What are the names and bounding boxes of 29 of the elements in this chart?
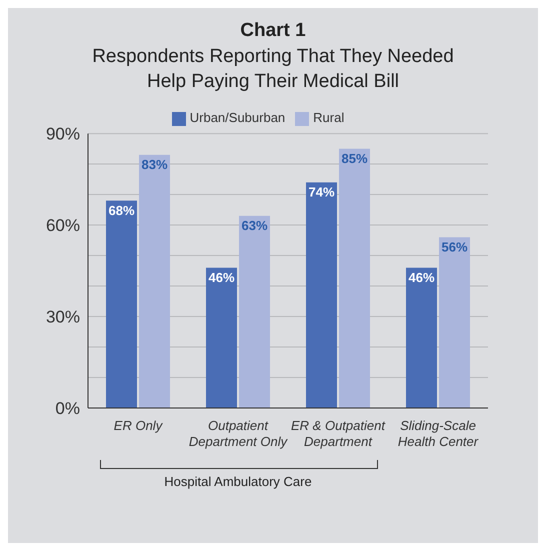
x-tick-label: Sliding-Scale Health Center bbox=[398, 418, 479, 449]
bar bbox=[239, 216, 270, 408]
bar bbox=[339, 148, 370, 408]
bar bbox=[106, 200, 137, 408]
bar bbox=[306, 182, 337, 408]
y-tick-label: 90% bbox=[46, 124, 80, 144]
y-tick-label: 30% bbox=[46, 308, 80, 327]
data-label: 85% bbox=[341, 151, 368, 166]
y-tick-label: 60% bbox=[46, 216, 80, 236]
data-label: 46% bbox=[408, 270, 435, 285]
legend-label: Urban/Suburban bbox=[190, 110, 286, 125]
data-label: 63% bbox=[241, 218, 268, 234]
y-tick-label: 0% bbox=[55, 399, 80, 418]
text: Hospital Ambulatory Care bbox=[163, 474, 313, 489]
x-tick-label: ER & Outpatient Department bbox=[291, 418, 386, 449]
x-tick-label: Outpatient Department Only bbox=[188, 418, 289, 449]
bar bbox=[206, 268, 237, 408]
x-tick-label: ER Only bbox=[114, 418, 164, 433]
chart-subtitle: Respondents Reporting That They Needed Help Paying Their Medical Bill bbox=[91, 45, 455, 94]
data-label: 83% bbox=[141, 157, 168, 172]
chart-title: Chart 1 bbox=[239, 20, 307, 42]
bar bbox=[139, 154, 170, 408]
legend-label: Rural bbox=[313, 110, 344, 125]
bar bbox=[406, 268, 437, 408]
data-label: 74% bbox=[308, 184, 335, 200]
data-label: 68% bbox=[108, 202, 135, 218]
data-label: 46% bbox=[208, 270, 235, 285]
data-label: 56% bbox=[441, 239, 468, 254]
bar bbox=[439, 237, 470, 408]
